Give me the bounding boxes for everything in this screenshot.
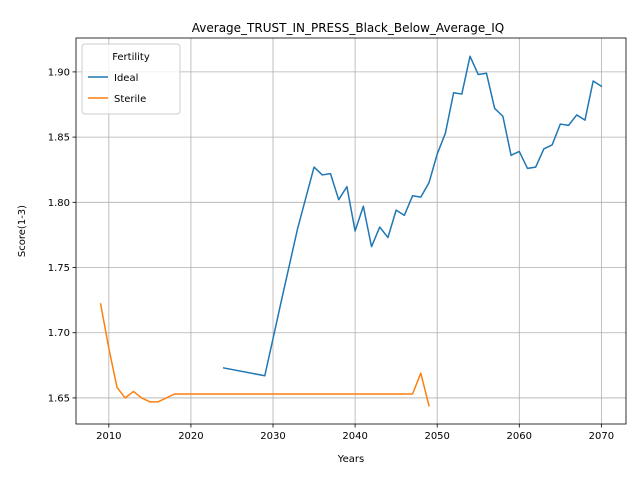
x-tick-label: 2010: [96, 431, 121, 442]
x-tick-label: 2020: [178, 431, 203, 442]
x-tick-label: 2070: [589, 431, 614, 442]
y-tick-label: 1.80: [48, 198, 70, 209]
legend-label-ideal: Ideal: [114, 73, 138, 84]
series-line-sterile: [99, 303, 430, 407]
series-lines: [99, 55, 603, 407]
y-tick-label: 1.75: [48, 263, 70, 274]
chart-title: Average_TRUST_IN_PRESS_Black_Below_Avera…: [192, 21, 504, 35]
legend-title: Fertility: [112, 52, 150, 63]
y-tick-label: 1.90: [48, 67, 70, 78]
legend-box: [81, 43, 181, 115]
series-line-ideal: [222, 55, 603, 377]
x-tick-label: 2050: [424, 431, 449, 442]
x-axis-label: Years: [337, 454, 364, 465]
y-tick-label: 1.70: [48, 328, 70, 339]
plot-area-frame: [75, 37, 627, 425]
legend: Fertility Ideal Sterile: [81, 43, 181, 115]
x-tick-label: 2060: [507, 431, 532, 442]
y-tick-label: 1.85: [48, 133, 70, 144]
x-tick-label: 2030: [260, 431, 285, 442]
x-tick-label: 2040: [342, 431, 367, 442]
legend-label-sterile: Sterile: [114, 94, 146, 105]
axis-ticks: 2010 2020 2030 2040 2050 2060 2070 1.65 1.70 1.75…: [48, 67, 614, 442]
y-axis-label: Score(1-3): [17, 205, 28, 257]
y-tick-label: 1.65: [48, 393, 70, 404]
